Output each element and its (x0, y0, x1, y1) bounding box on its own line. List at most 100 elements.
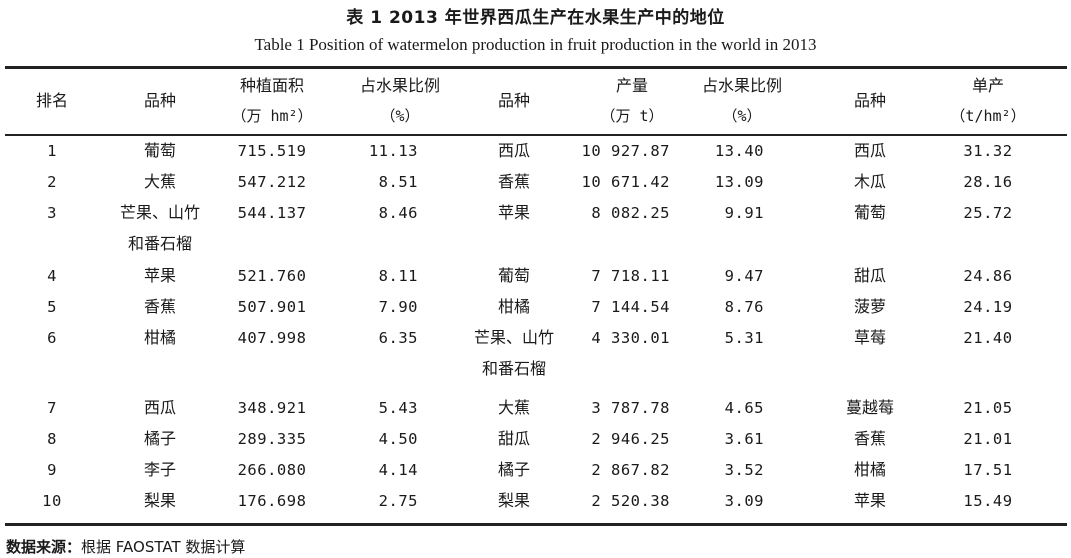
cell-variety-yield: 蔓越莓 (845, 398, 895, 417)
cell-variety-area: 苹果 (143, 266, 177, 285)
cell-variety-yield: 草莓 (853, 328, 887, 347)
cell-variety-production-cont: 和番石榴 (481, 359, 547, 378)
cell-variety-yield: 香蕉 (853, 429, 887, 448)
bottom-rule (5, 523, 1067, 526)
cell-rank: 1 (47, 142, 57, 160)
cell-rank: 9 (47, 461, 57, 479)
cell-production: 3 787.78 (591, 399, 670, 417)
cell-area-pct: 4.50 (378, 430, 418, 448)
header-area-pct-unit: （%） (380, 107, 420, 125)
cell-variety-production: 梨果 (497, 491, 531, 510)
cell-variety-yield: 柑橘 (853, 460, 887, 479)
cell-production: 8 082.25 (591, 204, 670, 222)
cell-production-pct: 9.91 (724, 204, 764, 222)
header-area-unit: （万 hm²） (231, 107, 313, 125)
cell-variety-yield: 葡萄 (853, 203, 887, 222)
cell-variety-production: 甜瓜 (497, 429, 531, 448)
cell-production-pct: 13.40 (714, 142, 764, 160)
header-yield-unit: （t/hm²） (950, 107, 1026, 125)
cell-variety-production: 西瓜 (497, 141, 531, 160)
cell-variety-area: 大蕉 (143, 172, 177, 191)
cell-production: 2 520.38 (591, 492, 670, 510)
cell-production: 7 144.54 (591, 298, 670, 316)
cell-variety-production: 大蕉 (497, 398, 531, 417)
header-production: 产量 (615, 76, 649, 95)
cell-variety-yield: 木瓜 (853, 172, 887, 191)
cell-area-pct: 8.51 (378, 173, 418, 191)
cell-area-pct: 4.14 (378, 461, 418, 479)
cell-area: 176.698 (237, 492, 307, 510)
cell-production-pct: 3.61 (724, 430, 764, 448)
cell-production: 10 671.42 (581, 173, 670, 191)
cell-variety-area: 葡萄 (143, 141, 177, 160)
cell-variety-area: 梨果 (143, 491, 177, 510)
header-area-pct: 占水果比例 (359, 76, 441, 95)
cell-area: 521.760 (237, 267, 307, 285)
cell-production-pct: 13.09 (714, 173, 764, 191)
cell-variety-production: 芒果、山竹 (473, 328, 555, 347)
cell-rank: 8 (47, 430, 57, 448)
cell-production: 2 946.25 (591, 430, 670, 448)
cell-area-pct: 5.43 (378, 399, 418, 417)
cell-area-pct: 7.90 (378, 298, 418, 316)
cell-area: 547.212 (237, 173, 307, 191)
cell-rank: 6 (47, 329, 57, 347)
top-rule (5, 66, 1067, 69)
header-rule (5, 134, 1067, 136)
cell-yield: 24.86 (963, 267, 1013, 285)
cell-production-pct: 3.09 (724, 492, 764, 510)
cell-yield: 21.05 (963, 399, 1013, 417)
cell-variety-production: 香蕉 (497, 172, 531, 191)
source-note: 数据来源：根据 FAOSTAT 数据计算 (6, 536, 245, 557)
cell-rank: 7 (47, 399, 57, 417)
cell-variety-yield: 菠萝 (853, 297, 887, 316)
cell-area: 544.137 (237, 204, 307, 222)
header-rank: 排名 (35, 91, 69, 110)
cell-production-pct: 5.31 (724, 329, 764, 347)
cell-rank: 2 (47, 173, 57, 191)
cell-area-pct: 2.75 (378, 492, 418, 510)
header-area: 种植面积 (239, 76, 305, 95)
cell-variety-production: 苹果 (497, 203, 531, 222)
cell-yield: 21.40 (963, 329, 1013, 347)
cell-yield: 24.19 (963, 298, 1013, 316)
cell-variety-yield: 西瓜 (853, 141, 887, 160)
cell-area-pct: 6.35 (378, 329, 418, 347)
cell-production: 10 927.87 (581, 142, 670, 160)
cell-variety-yield: 甜瓜 (853, 266, 887, 285)
cell-production-pct: 9.47 (724, 267, 764, 285)
cell-production: 7 718.11 (591, 267, 670, 285)
table-title-en: Table 1 Position of watermelon productio… (254, 35, 817, 54)
source-note-label: 数据来源： (6, 538, 82, 556)
cell-variety-area-cont: 和番石榴 (127, 234, 193, 253)
cell-production-pct: 8.76 (724, 298, 764, 316)
cell-area: 715.519 (237, 142, 307, 160)
cell-rank: 3 (47, 204, 57, 222)
cell-yield: 28.16 (963, 173, 1013, 191)
cell-area: 266.080 (237, 461, 307, 479)
cell-variety-area: 西瓜 (143, 398, 177, 417)
cell-variety-yield: 苹果 (853, 491, 887, 510)
cell-area-pct: 11.13 (368, 142, 418, 160)
header-variety-area: 品种 (143, 91, 177, 110)
cell-area-pct: 8.11 (378, 267, 418, 285)
cell-variety-area: 橘子 (143, 429, 177, 448)
cell-rank: 4 (47, 267, 57, 285)
cell-variety-production: 柑橘 (497, 297, 531, 316)
cell-variety-production: 葡萄 (497, 266, 531, 285)
cell-yield: 15.49 (963, 492, 1013, 510)
cell-production-pct: 4.65 (724, 399, 764, 417)
cell-variety-area: 柑橘 (143, 328, 177, 347)
cell-variety-production: 橘子 (497, 460, 531, 479)
source-note-text: 根据 FAOSTAT 数据计算 (81, 538, 246, 556)
cell-yield: 17.51 (963, 461, 1013, 479)
cell-production-pct: 3.52 (724, 461, 764, 479)
cell-rank: 10 (42, 492, 62, 510)
header-variety-production: 品种 (497, 91, 531, 110)
cell-area: 289.335 (237, 430, 307, 448)
cell-yield: 21.01 (963, 430, 1013, 448)
cell-variety-area: 芒果、山竹 (119, 203, 201, 222)
header-yield: 单产 (971, 76, 1005, 95)
cell-variety-area: 李子 (143, 460, 177, 479)
header-variety-yield: 品种 (853, 91, 887, 110)
